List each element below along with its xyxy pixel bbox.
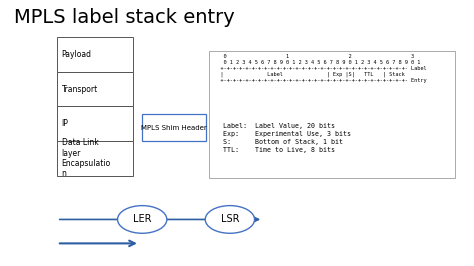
Bar [142, 114, 206, 141]
Text: IP: IP [62, 119, 69, 128]
Text: LER: LER [133, 214, 152, 225]
Bar [57, 106, 133, 141]
Bar [57, 72, 133, 106]
Bar [57, 37, 133, 72]
Text: Label:  Label Value, 20 bits
Exp:    Experimental Use, 3 bits
S:      Bottom of : Label: Label Value, 20 bits Exp: Experim… [223, 123, 351, 153]
Text: Payload: Payload [62, 50, 91, 59]
Text: Data Link
layer
Encapsulatio
n: Data Link layer Encapsulatio n [62, 138, 111, 178]
Text: 0                   1                   2                   3
    0 1 2 3 4 5 6 : 0 1 2 3 0 1 2 3 4 5 6 [211, 54, 427, 83]
Bar [57, 141, 133, 176]
Text: LSR: LSR [220, 214, 239, 225]
Text: MPLS Shim Header: MPLS Shim Header [141, 125, 207, 131]
Circle shape [205, 206, 255, 233]
Text: Transport: Transport [62, 85, 98, 94]
Circle shape [118, 206, 167, 233]
Text: MPLS label stack entry: MPLS label stack entry [14, 8, 235, 27]
Bar [209, 51, 455, 178]
